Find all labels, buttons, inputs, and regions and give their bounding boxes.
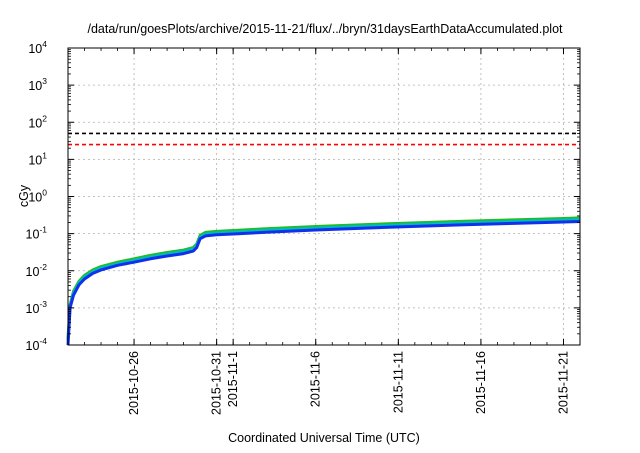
y-tick-label: 10-2 [26,262,48,279]
x-tick-label: 2015-11-16 [474,351,488,414]
y-axis-label: cGy [17,184,31,207]
chart-title: /data/run/goesPlots/archive/2015-11-21/f… [87,22,563,36]
y-tick-label: 104 [28,39,47,56]
x-axis-label: Coordinated Universal Time (UTC) [228,431,420,445]
x-tick-label: 2015-10-26 [127,351,141,415]
series-line [66,218,581,341]
series-line [66,216,581,339]
x-tick-label: 2015-10-31 [210,351,224,415]
series-line [66,220,581,346]
x-tick-labels: 2015-10-26 2015-10-31 2015-11-1 2015-11-6 20… [127,351,570,415]
y-tick-label: 10-3 [26,299,48,316]
y-tick-label: 100 [28,188,47,205]
x-tick-label: 2015-11-11 [391,351,405,413]
axis-ticks [68,47,580,346]
y-tick-labels: 10-4 10-3 10-2 10-1 100 101 102 103 104 [26,39,48,353]
x-tick-label: 2015-11-6 [309,351,323,407]
y-tick-label: 102 [28,113,47,130]
y-tick-label: 101 [28,150,47,167]
series-lines [66,216,581,346]
threshold-lines [68,132,580,146]
x-tick-label: 2015-11-21 [556,351,570,414]
y-tick-label: 103 [28,76,47,93]
y-tick-label: 10-4 [26,336,48,353]
y-tick-label: 10-1 [26,225,48,242]
grid [68,48,580,345]
x-tick-label: 2015-11-1 [226,351,240,407]
